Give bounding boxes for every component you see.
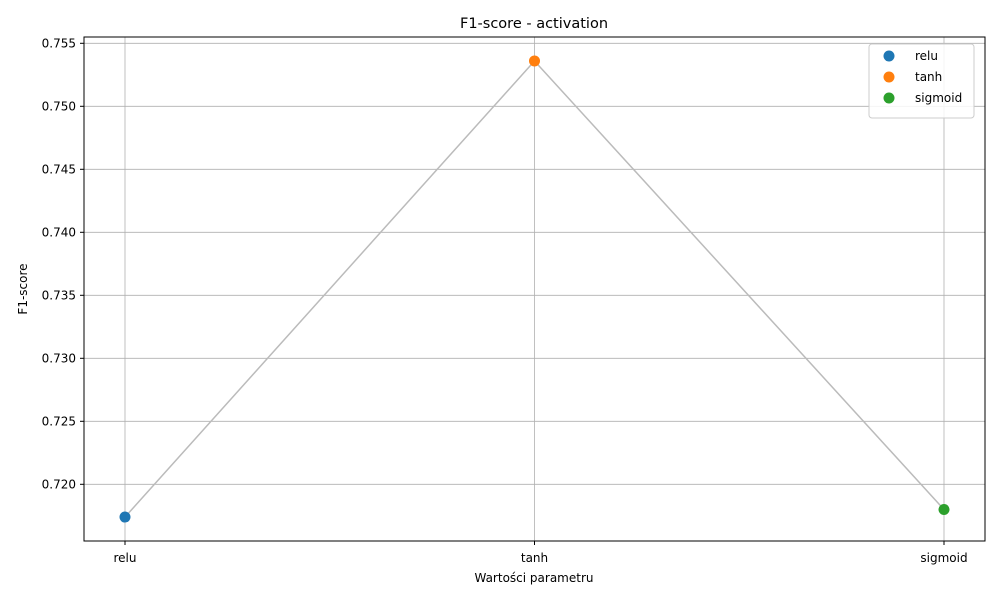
legend-box	[868, 43, 975, 119]
legend-marker	[883, 71, 895, 83]
y-tick-label: 0.755	[42, 36, 76, 50]
legend-marker	[883, 50, 895, 62]
y-tick-label: 0.725	[42, 414, 76, 428]
y-axis-label: F1-score	[16, 263, 30, 314]
data-point-tanh	[529, 55, 540, 67]
y-tick-label: 0.740	[42, 225, 76, 239]
x-tick-label: sigmoid	[920, 551, 967, 565]
grid	[84, 37, 985, 541]
y-tick-label: 0.735	[42, 288, 76, 302]
y-axis-ticks: 0.720 0.725 0.730 0.735 0.740 0.745 0.750 0.755	[42, 36, 84, 491]
x-tick-label: relu	[114, 551, 137, 565]
chart-title: F1-score - activation	[460, 16, 608, 32]
x-tick-label: tanh	[521, 551, 548, 565]
y-tick-label: 0.750	[42, 99, 76, 113]
y-tick-label: 0.745	[42, 162, 76, 176]
y-tick-label: 0.720	[42, 477, 76, 491]
data-points	[119, 55, 950, 523]
legend-label: tanh	[915, 70, 942, 84]
x-axis-ticks: relu tanh sigmoid	[114, 541, 968, 565]
y-tick-label: 0.730	[42, 351, 76, 365]
data-point-relu	[119, 511, 131, 523]
data-point-sigmoid	[938, 504, 950, 515]
legend: relu tanh sigmoid	[868, 43, 975, 119]
legend-label: relu	[915, 49, 938, 63]
legend-marker	[883, 92, 895, 104]
x-axis-label: Wartości parametru	[474, 571, 593, 585]
legend-label: sigmoid	[915, 91, 962, 105]
